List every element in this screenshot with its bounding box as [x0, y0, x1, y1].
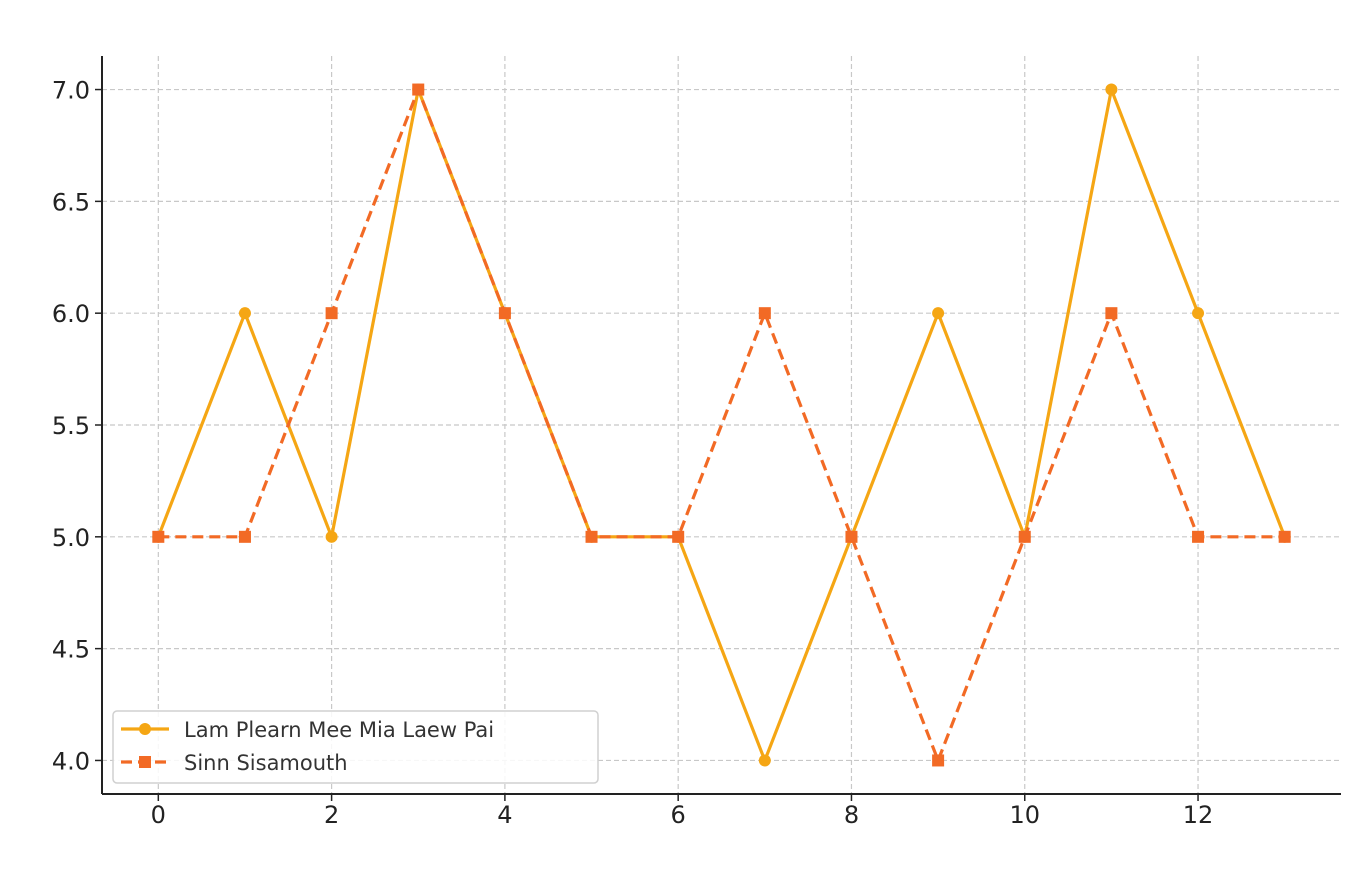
series-1-point — [1105, 83, 1118, 96]
axes — [95, 56, 1341, 801]
series-1-point — [325, 530, 338, 543]
x-tick-label: 8 — [844, 801, 859, 829]
series-2 — [152, 83, 1291, 767]
y-tick-label: 4.0 — [52, 747, 90, 775]
y-tick-label: 6.5 — [52, 188, 90, 216]
series-2-point — [325, 307, 338, 320]
series-2-line — [158, 87, 1285, 763]
series-2-point — [152, 530, 165, 543]
legend-swatch-marker — [139, 756, 151, 768]
series-2-point — [1278, 530, 1291, 543]
series-2-point — [1018, 530, 1031, 543]
series-2-point — [585, 530, 598, 543]
series-2-point — [672, 530, 685, 543]
series-1-point — [758, 754, 771, 767]
legend: Lam Plearn Mee Mia Laew Pai Sinn Sisamout… — [112, 710, 599, 784]
x-tick-label: 12 — [1183, 801, 1214, 829]
series-2-point — [412, 83, 425, 96]
y-tick-label: 6.0 — [52, 300, 90, 328]
series-1-point — [932, 307, 945, 320]
legend-box — [112, 710, 599, 784]
legend-swatch-1 — [121, 723, 169, 735]
series-1-line — [156, 87, 1287, 763]
x-tick-label: 0 — [151, 801, 166, 829]
legend-label: Lam Plearn Mee Mia Laew Pai — [184, 718, 494, 742]
legend-swatch-marker — [139, 723, 151, 735]
series-2-point — [238, 530, 251, 543]
y-tick-label: 7.0 — [52, 77, 90, 105]
series-2-point — [932, 754, 945, 767]
legend-label: Sinn Sisamouth — [184, 751, 348, 775]
x-tick-label: 6 — [671, 801, 686, 829]
series-2-point — [758, 307, 771, 320]
legend-swatch-2 — [121, 756, 169, 768]
x-tick-label: 4 — [497, 801, 512, 829]
series-2-point — [498, 307, 511, 320]
x-tick-label: 2 — [324, 801, 339, 829]
series-2-point — [1105, 307, 1118, 320]
series-1-point — [238, 307, 251, 320]
series-2-point — [845, 530, 858, 543]
series-1-point — [1192, 307, 1205, 320]
x-tick-label: 10 — [1009, 801, 1040, 829]
series-2-point — [1192, 530, 1205, 543]
y-tick-label: 5.0 — [52, 524, 90, 552]
y-tick-label: 4.5 — [52, 636, 90, 664]
series-lines — [152, 83, 1291, 767]
y-tick-label: 5.5 — [52, 412, 90, 440]
tick-labels: 0 2 4 6 8 10 12 4.0 4.5 5.0 5.5 6.0 6.5 7.0 — [52, 77, 1213, 829]
